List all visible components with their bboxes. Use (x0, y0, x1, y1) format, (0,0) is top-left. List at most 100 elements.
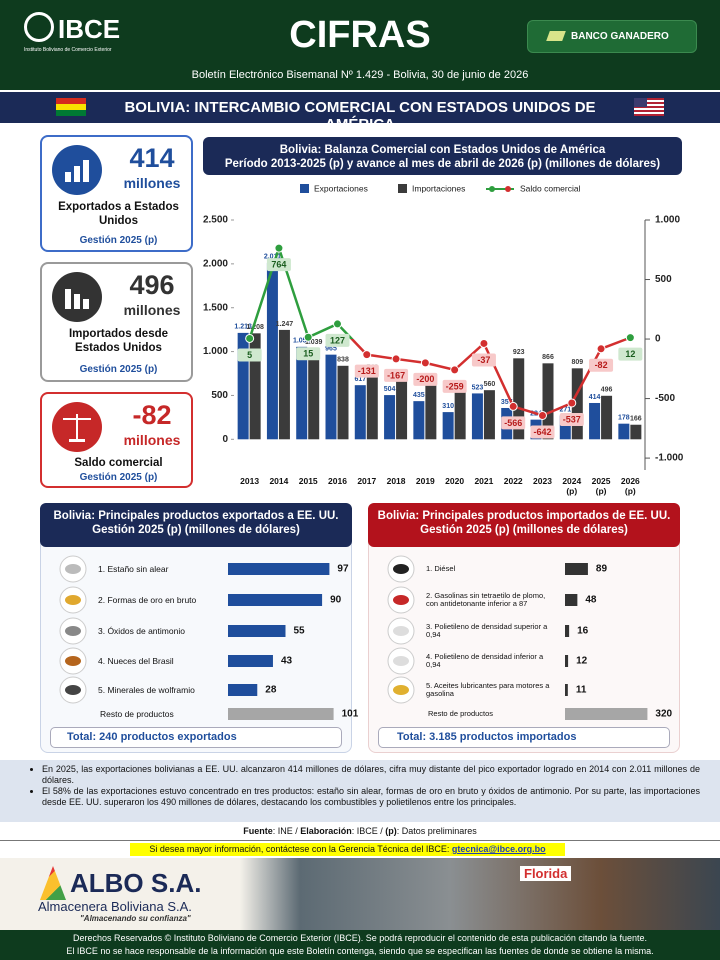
bar-label: 55 (294, 626, 306, 637)
point (420, 358, 430, 368)
card-unit: millones (123, 432, 181, 448)
point-label-box (559, 412, 584, 426)
point-label: 15 (303, 349, 313, 359)
legend-label: Saldo comercial (520, 183, 581, 193)
point (450, 365, 460, 375)
bar (228, 655, 273, 667)
bar (483, 390, 495, 440)
card-imports: 496 millones Importados desde Estados Un… (40, 262, 193, 382)
x-tick-label: 2022 (503, 476, 523, 486)
sponsor: BANCO GANADERO (571, 31, 669, 42)
bar-label: 809 (571, 359, 583, 366)
card-exports: 414 millones Exportados a Estados Unidos… (40, 135, 193, 252)
y-tick-label: 1.000 (203, 346, 228, 357)
card-value: 414 (129, 143, 175, 173)
card-unit: millones (123, 302, 181, 318)
logo: IBCE (58, 14, 121, 44)
bar-label: 11 (576, 685, 587, 696)
legend-marker (489, 186, 495, 192)
x-tick-label: 2018 (386, 476, 406, 486)
y2-tick-label: 500 (655, 274, 672, 285)
x-tick-label: 2016 (328, 476, 347, 486)
bar (513, 358, 525, 440)
bar (413, 401, 425, 440)
point-label-box (266, 258, 291, 272)
email[interactable]: gtecnica@ibce.org.bo (451, 844, 546, 854)
ad-brand: ALBO S.A. (70, 868, 202, 898)
x-tick-label: 2019 (415, 476, 435, 486)
card-period: Gestión 2025 (p) (79, 364, 158, 375)
point (596, 344, 606, 354)
product-icon-inner (65, 685, 81, 695)
point-label: -167 (387, 370, 405, 380)
bar (565, 655, 569, 667)
chart-title: Bolivia: Principales productos exportado… (53, 510, 339, 522)
y-tick-label: 1. Estaño sin alear (98, 564, 169, 574)
legend-swatch (398, 184, 407, 193)
source-text: : Datos preliminares (396, 826, 477, 836)
y2-tick-label: -500 (655, 393, 675, 404)
y-tick-label: Resto de productos (428, 709, 494, 718)
point-label-box (442, 379, 467, 393)
source-text: : INE / (272, 826, 301, 836)
point-label: -537 (563, 414, 581, 424)
imports-total: Total: 3.185 productos importados (378, 727, 670, 748)
point (625, 333, 635, 343)
bar (278, 329, 290, 440)
card-value: 496 (129, 270, 175, 300)
y-tick-label: 0 (222, 434, 228, 445)
point-label-box (501, 416, 526, 430)
bar-label: 504 (384, 386, 396, 393)
chart-subtitle: Gestión 2025 (p) (millones de dólares) (92, 524, 300, 536)
point (274, 243, 284, 253)
point-label-box (471, 353, 496, 367)
bar (565, 625, 570, 637)
icon (52, 145, 102, 195)
bar-label: 1.213 (234, 324, 252, 331)
card-label: Saldo comercial (74, 457, 163, 469)
source-label: Elaboración (300, 826, 352, 836)
point-label: -200 (416, 374, 434, 384)
bar-label: 866 (542, 354, 554, 361)
card-balance: -82 millones Saldo comercial Gestión 202… (40, 392, 193, 488)
bar (565, 684, 568, 696)
notes: En 2025, las exportaciones bolivianas a … (20, 764, 700, 808)
bar (337, 365, 349, 440)
bar-label: 1.054 (293, 338, 311, 345)
x-tick-label: 2023 (533, 476, 552, 486)
point-label-box (413, 372, 438, 386)
footer: Derechos Reservados © Instituto Bolivian… (0, 930, 720, 960)
bar (228, 563, 330, 575)
ad-band (0, 858, 720, 930)
chart-title: Bolivia: Balanza Comercial con Estados U… (279, 144, 606, 156)
bar-label: 178 (618, 415, 630, 422)
point-label: -259 (446, 381, 464, 391)
bar-label: 965 (325, 345, 337, 352)
bar (442, 412, 454, 440)
bar-label: 838 (337, 357, 349, 364)
y-tick-label: 5. Aceites lubricantes para motores a ga… (426, 681, 550, 698)
x-tick-label: 2026 (p) (620, 476, 640, 496)
y-tick-label: 4. Nueces del Brasil (98, 656, 174, 666)
bar (228, 708, 334, 720)
bar-label: 1.247 (276, 321, 294, 328)
point-label: 12 (625, 349, 635, 359)
exports-title-box: Bolivia: Principales productos exportado… (40, 503, 352, 547)
point-label: -82 (595, 360, 608, 370)
ad-name: Almacenera Boliviana S.A. (38, 899, 192, 914)
rule (0, 840, 720, 841)
logo-globe (24, 12, 54, 42)
bar (228, 684, 258, 696)
icon (52, 402, 102, 452)
bar-label: 97 (337, 564, 349, 575)
exports-total: Total: 240 productos exportados (50, 727, 342, 748)
bar (571, 368, 583, 440)
bar-label: 923 (513, 349, 525, 356)
source-label: (p) (385, 826, 397, 836)
bar-label: 12 (576, 656, 588, 667)
legend-marker (505, 186, 511, 192)
product-icon-inner (393, 564, 409, 574)
product-icon-inner (393, 656, 409, 666)
bar (565, 594, 578, 606)
